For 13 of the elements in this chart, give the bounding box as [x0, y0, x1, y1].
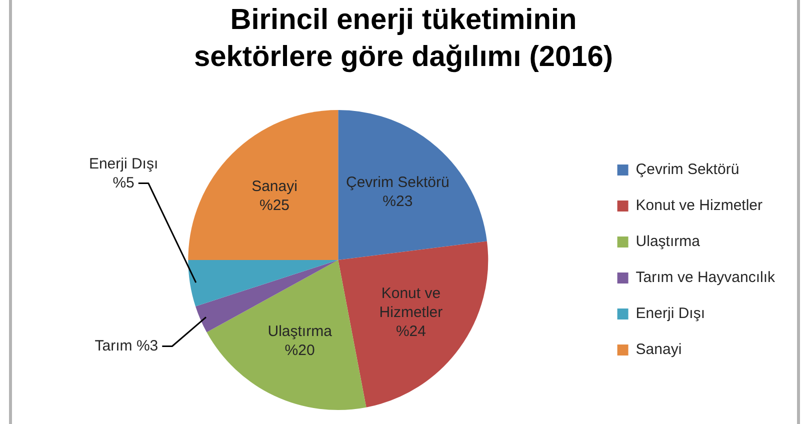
data-label: Tarım %3: [94, 337, 158, 354]
data-label: Ulaştırma %20: [268, 323, 333, 360]
legend-label: Tarım ve Hayvancılık: [636, 269, 776, 286]
legend-label: Konut ve Hizmetler: [636, 197, 763, 214]
data-label: Çevrim Sektörü %23: [346, 174, 450, 210]
legend-label: Ulaştırma: [636, 233, 701, 250]
data-label: Sanayi %25: [252, 178, 298, 214]
legend-label: Sanayi: [636, 341, 682, 358]
data-label: Konut ve Hizmetler %24: [379, 285, 443, 340]
legend-label: Çevrim Sektörü: [636, 161, 740, 178]
legend-label: Enerji Dışı: [636, 305, 705, 322]
chart-title: Birincil enerji tüketiminin sektörlere göre dağılımı (2016): [192, 3, 614, 75]
data-label: Enerji Dışı %5: [88, 155, 158, 192]
